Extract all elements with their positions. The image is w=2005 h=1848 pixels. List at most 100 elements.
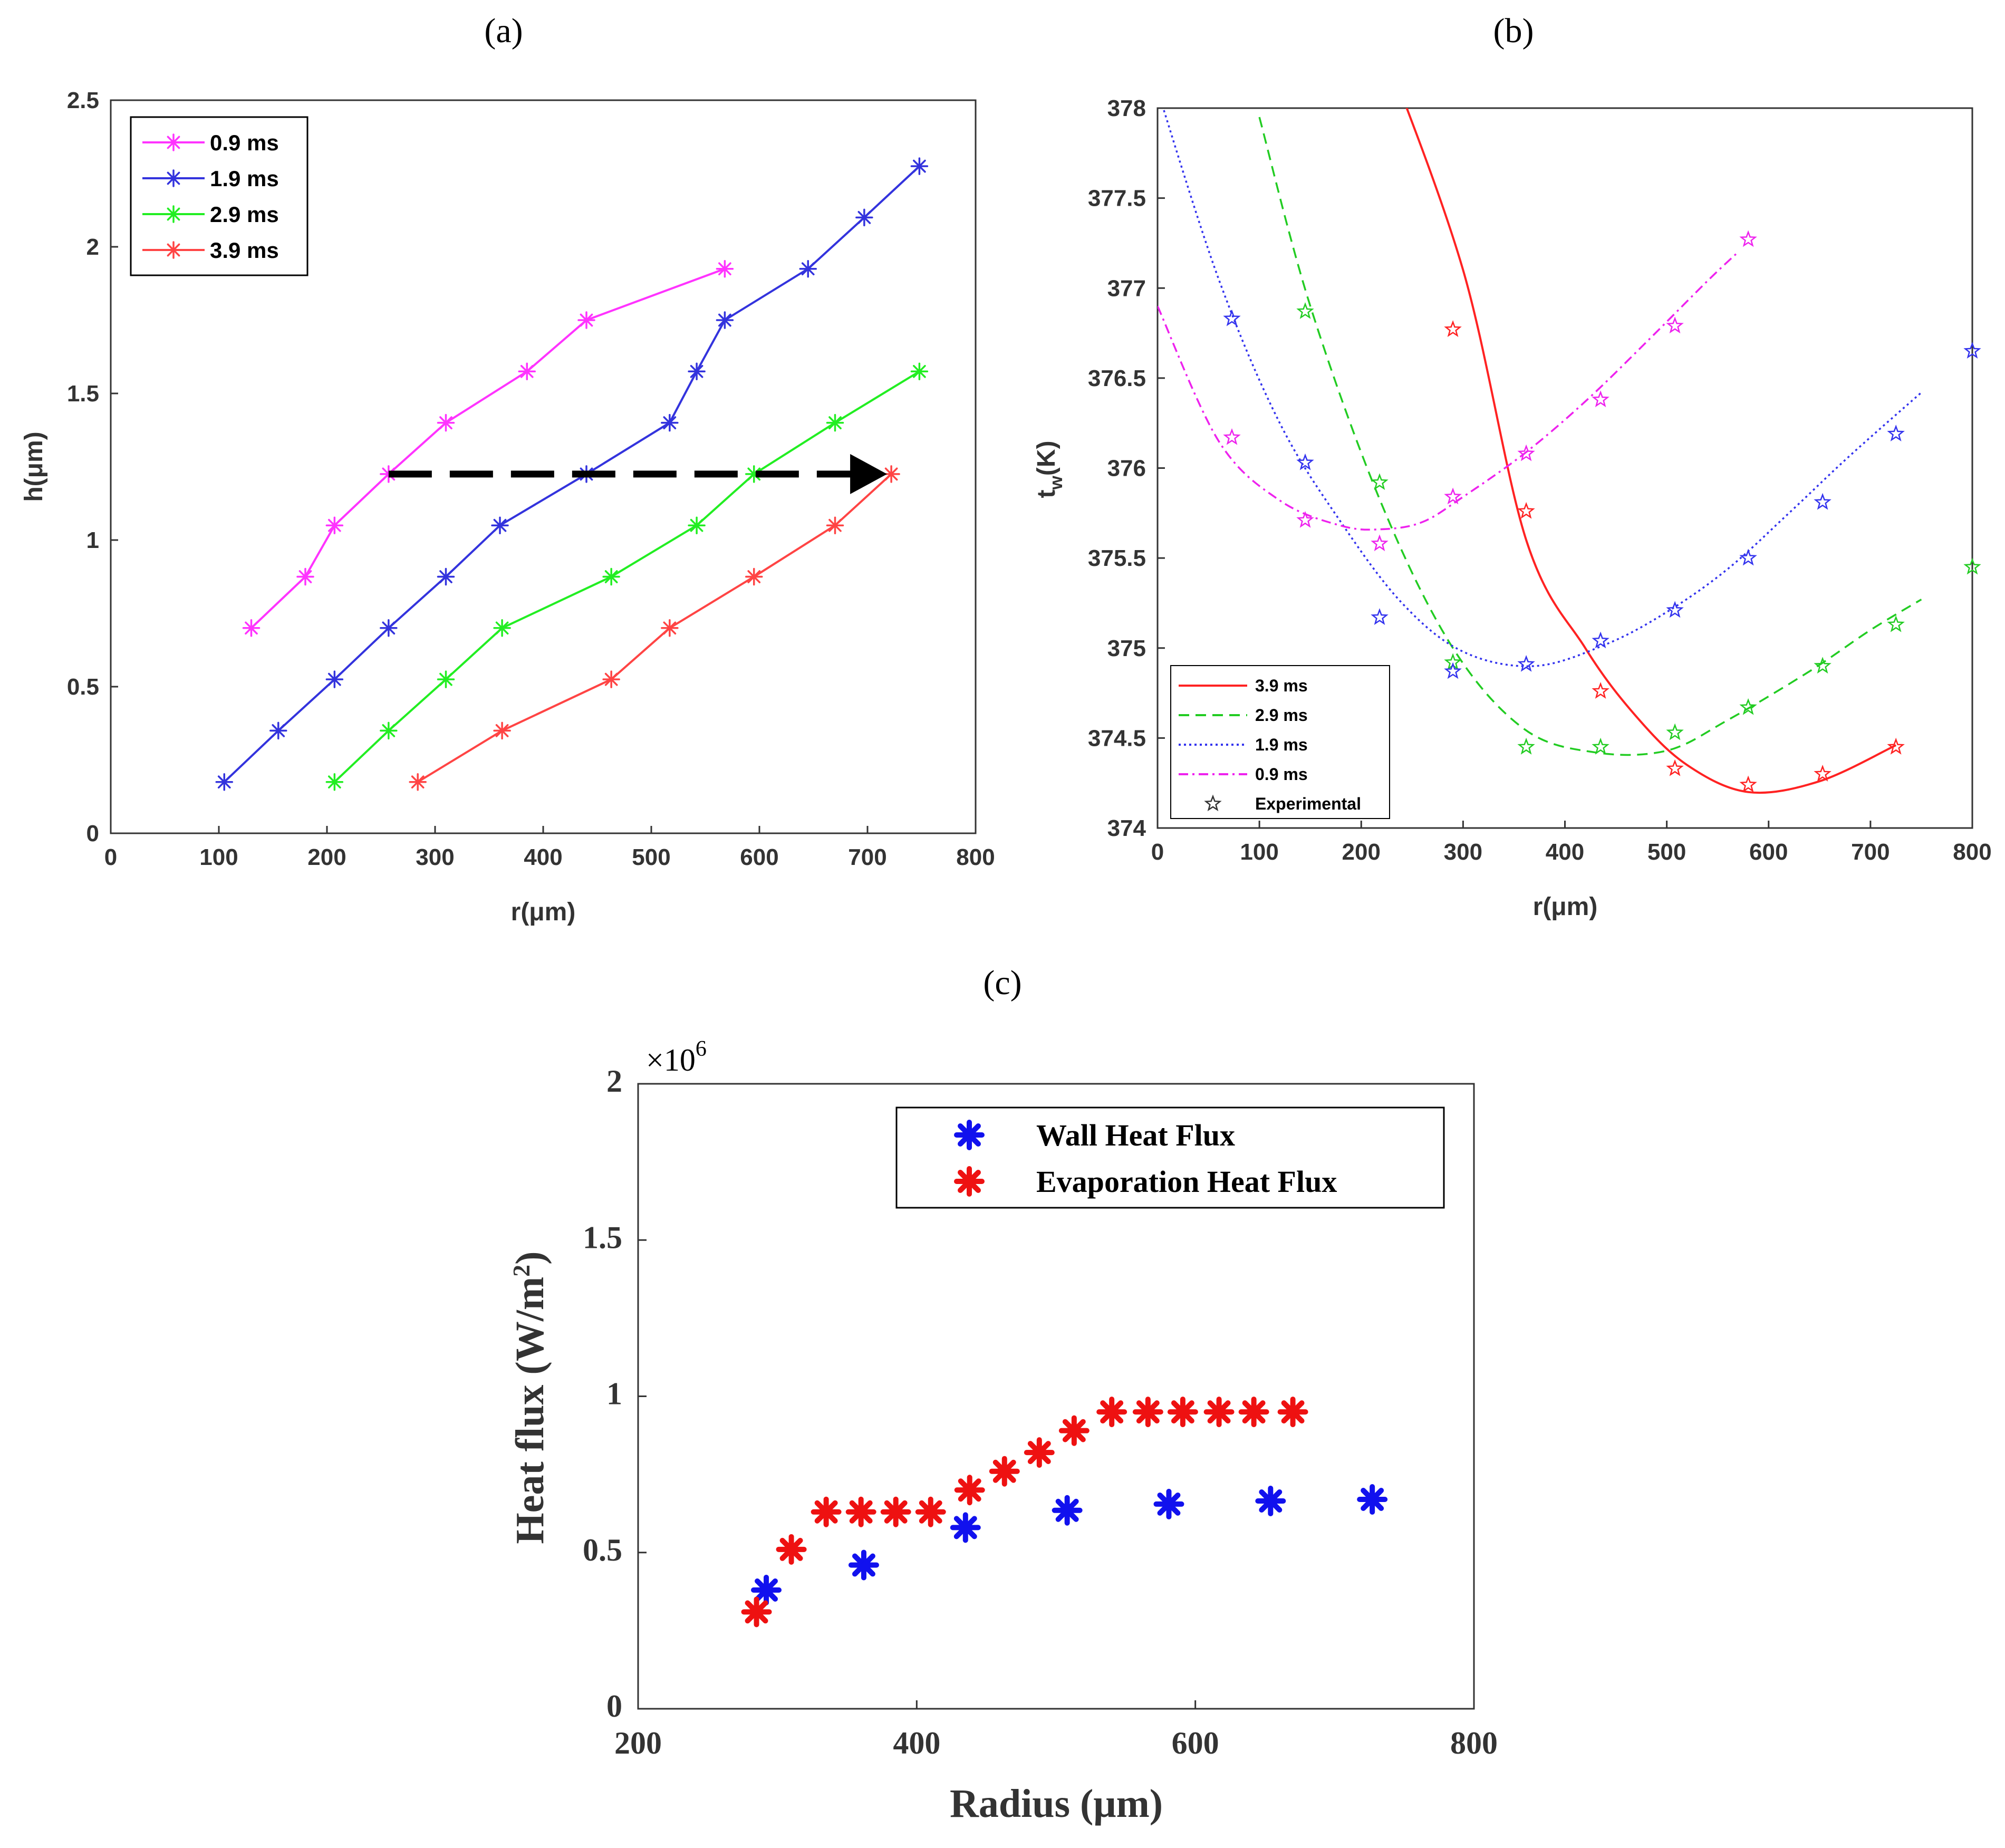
chart-a-x-tick-label: 0: [104, 844, 117, 870]
chart-a-point-3-1-stroke: [495, 724, 509, 737]
chart-a-point-0-5-stroke: [520, 364, 534, 378]
chart-a-y-tick-label: 1.5: [67, 381, 99, 407]
chart-b-y-axis-label-tail: (K): [1033, 440, 1061, 476]
chart-c-legend-label-1: Evaporation Heat Flux: [1036, 1164, 1337, 1199]
chart-c-point-1-5: [915, 1496, 946, 1527]
chart-c-y-axis-label-sup: 2: [508, 1265, 535, 1277]
chart-b-x-tick-label: 300: [1444, 839, 1482, 865]
chart-b-experimental-point-0-5: [1814, 765, 1832, 782]
chart-a-x-tick-label: 100: [199, 844, 238, 870]
chart-c-point-0-6-stroke: [1361, 1488, 1384, 1511]
chart-a-point-1-4-stroke: [439, 570, 452, 583]
chart-c-x-tick-label: 800: [1450, 1726, 1498, 1760]
chart-a-legend-marker-1-stroke: [167, 171, 180, 185]
chart-b-series-curve-1: [1258, 117, 1922, 756]
chart-a-x-tick-label: 500: [632, 844, 670, 870]
chart-c-y-axis-label-tail: ): [508, 1252, 552, 1265]
chart-a-point-3-5: [826, 516, 844, 534]
chart-c-point-1-14: [1238, 1397, 1269, 1428]
chart-c-point-1-3-stroke: [849, 1500, 873, 1524]
chart-c-point-1-8: [1024, 1437, 1055, 1468]
chart-b-experimental-point-3-6: [1666, 316, 1684, 334]
chart-a-point-3-4-stroke: [747, 570, 761, 583]
chart-b-experimental-point-0-4: [1739, 775, 1757, 793]
chart-b-experimental-point-2-6: [1666, 601, 1684, 618]
chart-a-point-0-1-stroke: [298, 570, 312, 583]
chart-a-point-3-1: [493, 721, 511, 740]
chart-a-point-3-2: [602, 670, 620, 688]
chart-c-point-1-1: [776, 1534, 807, 1565]
chart-a-point-0-7: [716, 259, 734, 278]
chart-b-experimental-point-2-1: [1296, 453, 1314, 470]
chart-c-point-0-6: [1357, 1484, 1388, 1515]
panel-title-a: (a): [484, 12, 523, 50]
chart-b-experimental-point-2-4: [1517, 654, 1535, 672]
chart-b-x-tick-label: 500: [1647, 839, 1686, 865]
chart-c-exponent: ×106: [646, 1037, 707, 1077]
chart-b-x-axis-label: r(μm): [1533, 893, 1598, 921]
chart-c-y-tick-label: 2: [606, 1064, 622, 1099]
chart-a-point-1-7: [661, 413, 679, 432]
chart-c-point-0-3-stroke: [1055, 1498, 1079, 1522]
chart-b-experimental-point-2-3: [1444, 662, 1462, 679]
chart-a-y-tick-label: 2.5: [67, 88, 99, 113]
chart-c-point-0-5-stroke: [1259, 1489, 1283, 1513]
chart-b-experimental-point-2-5: [1592, 631, 1609, 649]
chart-b-series-curve-0: [1405, 108, 1897, 794]
chart-a-point-1-5: [491, 516, 509, 534]
chart-a-y-tick-label: 0.5: [67, 674, 99, 700]
chart-a-point-1-2: [325, 670, 344, 688]
chart-b-x-tick-label: 700: [1851, 839, 1890, 865]
chart-c-point-1-4-stroke: [884, 1500, 908, 1524]
chart-c-legend: Wall Heat Flux Evaporation Heat Flux: [895, 1106, 1445, 1209]
chart-a-point-1-2-stroke: [327, 672, 341, 686]
chart-a-point-1-0-stroke: [217, 775, 231, 789]
chart-a-point-0-7-stroke: [718, 262, 731, 276]
chart-b-legend-label-experimental: Experimental: [1255, 794, 1361, 813]
chart-c-point-0-0-stroke: [755, 1578, 778, 1602]
chart-a-point-2-1-stroke: [382, 724, 396, 737]
chart-a-point-1-4: [437, 567, 455, 586]
chart-a-legend-marker-2-stroke: [167, 207, 180, 221]
chart-a-legend-label-1: 1.9 ms: [210, 166, 279, 191]
chart-c-point-1-2: [811, 1496, 842, 1527]
chart-c-point-1-6: [954, 1475, 985, 1506]
chart-a-point-3-5-stroke: [828, 518, 842, 532]
chart-b-y-tick-label: 375: [1107, 636, 1146, 661]
chart-b-y-tick-label: 377.5: [1088, 186, 1146, 211]
chart-a-point-2-2-stroke: [439, 672, 452, 686]
chart-a-y-tick-label: 2: [86, 234, 99, 260]
chart-b-experimental-point-3-2: [1371, 534, 1389, 552]
chart-a-point-1-11-stroke: [857, 211, 871, 224]
chart-a-legend-marker-3-stroke: [167, 243, 180, 257]
chart-b-experimental-point-3-7: [1739, 230, 1757, 247]
chart-a-legend-label-0: 0.9 ms: [210, 130, 279, 155]
chart-a-x-tick-label: 600: [740, 844, 778, 870]
chart-a-y-axis-label: h(μm): [20, 431, 48, 502]
chart-a-point-2-5: [688, 516, 706, 534]
chart-b-experimental-point-3-1: [1296, 511, 1314, 528]
chart-a-point-1-7-stroke: [663, 416, 677, 429]
chart-b-experimental-point-2-0: [1223, 309, 1241, 326]
chart-c-point-1-8-stroke: [1027, 1441, 1051, 1465]
chart-b-experimental-point-0-0: [1444, 320, 1462, 338]
chart-a-point-3-6-stroke: [884, 467, 898, 481]
chart-a-point-3-0-stroke: [411, 775, 425, 789]
chart-b-y-axis-label-sub: w: [1046, 476, 1066, 490]
chart-c-y-tick-label: 1: [606, 1377, 622, 1411]
chart-c-point-1-14-stroke: [1242, 1400, 1266, 1424]
chart-c-point-1-4: [880, 1496, 911, 1527]
chart-a-point-1-3: [380, 619, 398, 637]
chart-c-point-1-12-stroke: [1171, 1400, 1194, 1424]
chart-a-y-tick-label: 0: [86, 821, 99, 846]
chart-a-point-2-3-stroke: [495, 621, 509, 635]
chart-c-legend-marker-0-stroke: [958, 1123, 981, 1147]
chart-b-legend-label-0: 3.9 ms: [1255, 676, 1308, 695]
chart-a-dashed-arrow-head-0: [850, 454, 888, 494]
chart-a-point-2-4: [602, 567, 620, 586]
chart-b-y-axis-label-main: t: [1033, 490, 1061, 498]
chart-a-point-0-0: [242, 619, 261, 637]
chart-c-point-1-12: [1167, 1397, 1198, 1428]
chart-a-point-2-6: [745, 465, 763, 483]
chart-c-point-0-4-stroke: [1157, 1492, 1181, 1516]
